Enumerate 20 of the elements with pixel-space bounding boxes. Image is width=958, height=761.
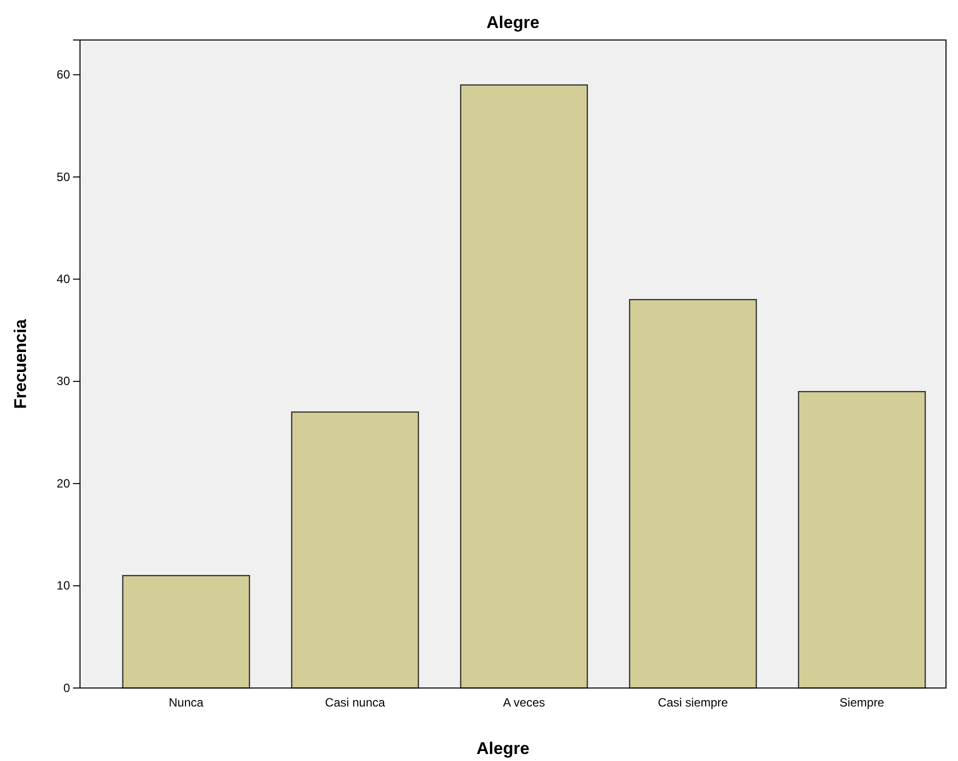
- bar: [460, 84, 588, 689]
- x-tick-label: A veces: [502, 696, 546, 710]
- x-tick-label: Casi nunca: [325, 696, 386, 710]
- y-axis-title: Frecuencia: [11, 318, 30, 409]
- x-axis-title: Alegre: [476, 739, 530, 758]
- y-tick-label: 20: [56, 476, 70, 490]
- bar: [628, 299, 757, 689]
- y-tick-label: 60: [56, 68, 70, 82]
- bar: [798, 390, 926, 689]
- bar: [291, 411, 420, 689]
- y-tick-label: 30: [56, 374, 70, 388]
- x-tick-label: Nunca: [168, 696, 204, 710]
- x-tick-label: Casi siempre: [658, 696, 728, 710]
- y-tick-label: 0: [63, 680, 70, 695]
- x-tick-label: Siempre: [840, 696, 885, 710]
- bar: [122, 574, 250, 689]
- y-tick-label: 50: [56, 170, 70, 184]
- chart-title: Alegre: [486, 13, 540, 32]
- y-tick-label: 10: [56, 578, 70, 593]
- y-tick-label: 40: [56, 272, 70, 286]
